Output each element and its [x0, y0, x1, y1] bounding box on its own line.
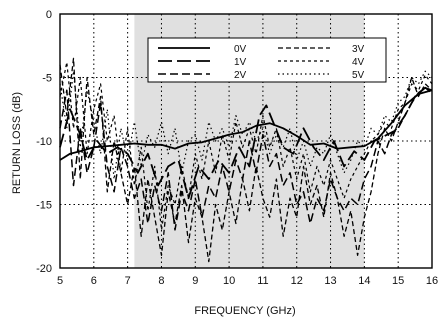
- x-tick-label: 14: [358, 275, 370, 287]
- legend-items: 0V 1V 2V 3V 4V 5V: [158, 44, 365, 81]
- y-axis-title: RETURN LOSS (dB): [11, 92, 23, 194]
- legend: 0V 1V 2V 3V 4V 5V: [147, 37, 387, 83]
- x-tick-label: 11: [257, 275, 268, 287]
- series-line-3v: [59, 57, 433, 263]
- series-line-2v: [59, 86, 433, 231]
- series-line-4v: [59, 61, 433, 231]
- y-tick-label: -15: [36, 200, 52, 212]
- series-layer: [59, 57, 433, 263]
- y-tick-label: 0: [46, 9, 52, 21]
- x-tick-label: 5: [57, 275, 63, 287]
- x-tick-label: 9: [192, 275, 198, 287]
- x-tick-label: 6: [91, 275, 97, 287]
- legend-box: [147, 37, 387, 83]
- legend-label-1v: 1V: [234, 57, 247, 68]
- x-tick-label: 8: [158, 275, 164, 287]
- tick-labels: 5 6 7 8 9 10 11 12 13 14 15 16 0 -5 -10 -15 -20: [36, 9, 438, 287]
- x-axis-title: FREQUENCY (GHz): [194, 305, 295, 317]
- x-tick-label: 12: [291, 275, 303, 287]
- series-line-0v: [59, 89, 433, 161]
- legend-label-5v: 5V: [352, 70, 365, 81]
- x-tick-label: 7: [125, 275, 131, 287]
- series-line-5v: [59, 70, 433, 180]
- y-tick-label: -10: [36, 136, 52, 148]
- x-tick-label: 13: [324, 275, 336, 287]
- y-tick-label: -5: [42, 73, 52, 85]
- legend-label-4v: 4V: [352, 57, 365, 68]
- y-tick-label: -20: [36, 263, 52, 275]
- legend-label-3v: 3V: [352, 44, 365, 55]
- plot-frame: [59, 13, 433, 269]
- x-tick-label: 15: [392, 275, 404, 287]
- legend-label-0v: 0V: [234, 44, 247, 55]
- x-tick-label: 10: [223, 275, 235, 287]
- x-tick-label: 16: [426, 275, 438, 287]
- legend-label-2v: 2V: [234, 70, 247, 81]
